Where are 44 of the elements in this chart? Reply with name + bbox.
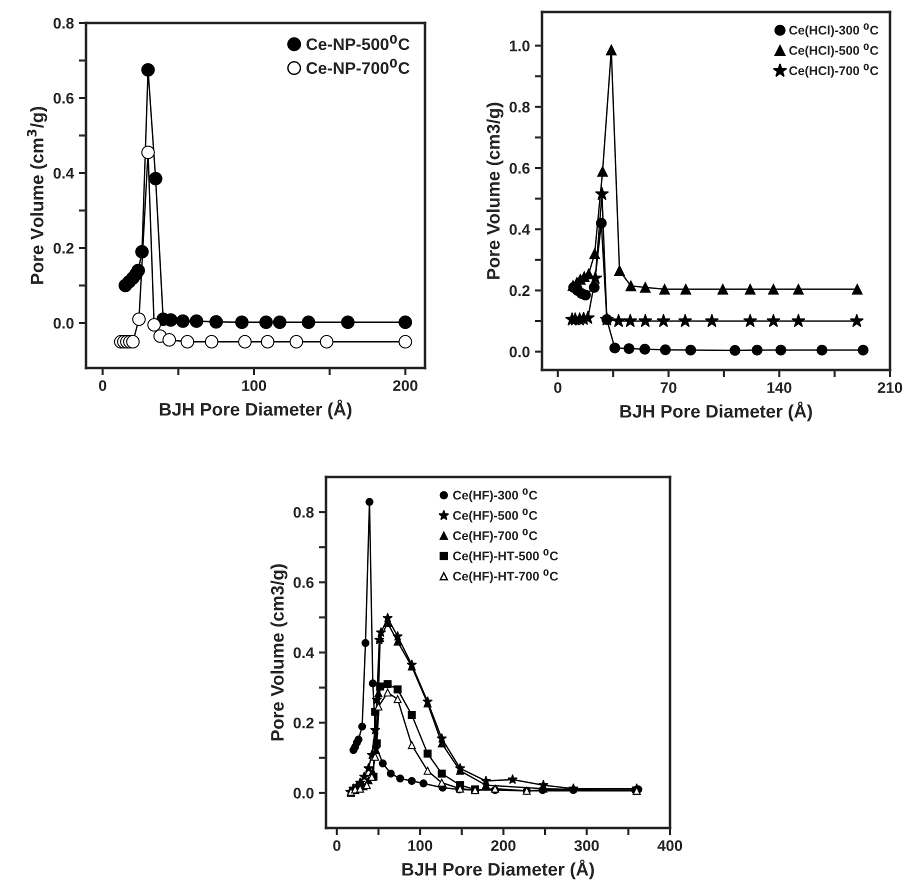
legend-label: Ce(HF)-500 $^{0}$C bbox=[453, 508, 538, 522]
x-tick-label: 200 bbox=[491, 840, 516, 852]
y-tick-label: 0.2 bbox=[510, 285, 530, 296]
y-tick-label: 0.0 bbox=[54, 318, 74, 329]
x-tick-label: 400 bbox=[657, 840, 682, 852]
x-tick-label: 0 bbox=[99, 380, 106, 392]
y-tick-label: 0.4 bbox=[294, 647, 314, 658]
y-axis-title: Pore Volume (cm3/g) bbox=[270, 564, 288, 740]
legend-label: Ce-NP-700$^{0}$C bbox=[306, 58, 410, 74]
x-axis-title: BJH Pore Diameter (Å) bbox=[402, 860, 594, 880]
x-tick-label: 140 bbox=[767, 382, 792, 394]
x-tick-label: 200 bbox=[393, 380, 418, 392]
y-axis-title: Pore Volume (cm$^{3}$/g) bbox=[27, 106, 48, 284]
y-tick-label: 0.6 bbox=[510, 162, 530, 174]
y-tick-label: 0.8 bbox=[294, 506, 314, 518]
x-tick-label: 0 bbox=[554, 382, 562, 394]
x-tick-label: 70 bbox=[660, 382, 676, 394]
legend-label: Ce(HCl)-300 $^{0}$C bbox=[789, 23, 878, 38]
x-tick-label: 100 bbox=[242, 380, 266, 392]
x-axis-title: BJH Pore Diameter (Å) bbox=[160, 400, 352, 420]
x-tick-label: 300 bbox=[574, 840, 599, 852]
x-tick-label: 0 bbox=[333, 840, 340, 852]
y-tick-label: 0.0 bbox=[294, 788, 314, 799]
y-tick-label: 0.2 bbox=[54, 242, 74, 254]
y-tick-label: 0.4 bbox=[510, 224, 530, 235]
legend-label: Ce(HCl)-500 $^{0}$C bbox=[789, 44, 878, 58]
legend-label: Ce-NP-500$^{0}$C bbox=[306, 34, 410, 50]
legend-label: Ce(HCl)-700 $^{0}$C bbox=[789, 64, 878, 78]
y-tick-label: 0.0 bbox=[510, 346, 530, 358]
y-tick-label: 0.2 bbox=[294, 718, 314, 728]
x-tick-label: 100 bbox=[408, 840, 432, 852]
x-tick-label: 210 bbox=[878, 382, 902, 394]
y-tick-label: 1.0 bbox=[510, 40, 530, 52]
y-axis-title: Pore Volume (cm3/g) bbox=[486, 102, 504, 279]
y-tick-label: 0.8 bbox=[510, 102, 530, 113]
y-tick-label: 0.6 bbox=[294, 577, 314, 588]
legend-label: Ce(HF)-300 $^{0}$C bbox=[453, 488, 538, 502]
legend-label: Ce(HF)-700 $^{0}$C bbox=[453, 528, 538, 543]
legend-label: Ce(HF)-HT-700 $^{0}$C bbox=[453, 569, 558, 584]
y-tick-label: 0.6 bbox=[54, 92, 74, 104]
legend-label: Ce(HF)-HT-500 $^{0}$C bbox=[453, 549, 558, 563]
y-tick-label: 0.8 bbox=[54, 18, 74, 29]
x-axis-title: BJH Pore Diameter (Å) bbox=[620, 402, 812, 422]
y-tick-label: 0.4 bbox=[54, 168, 74, 179]
